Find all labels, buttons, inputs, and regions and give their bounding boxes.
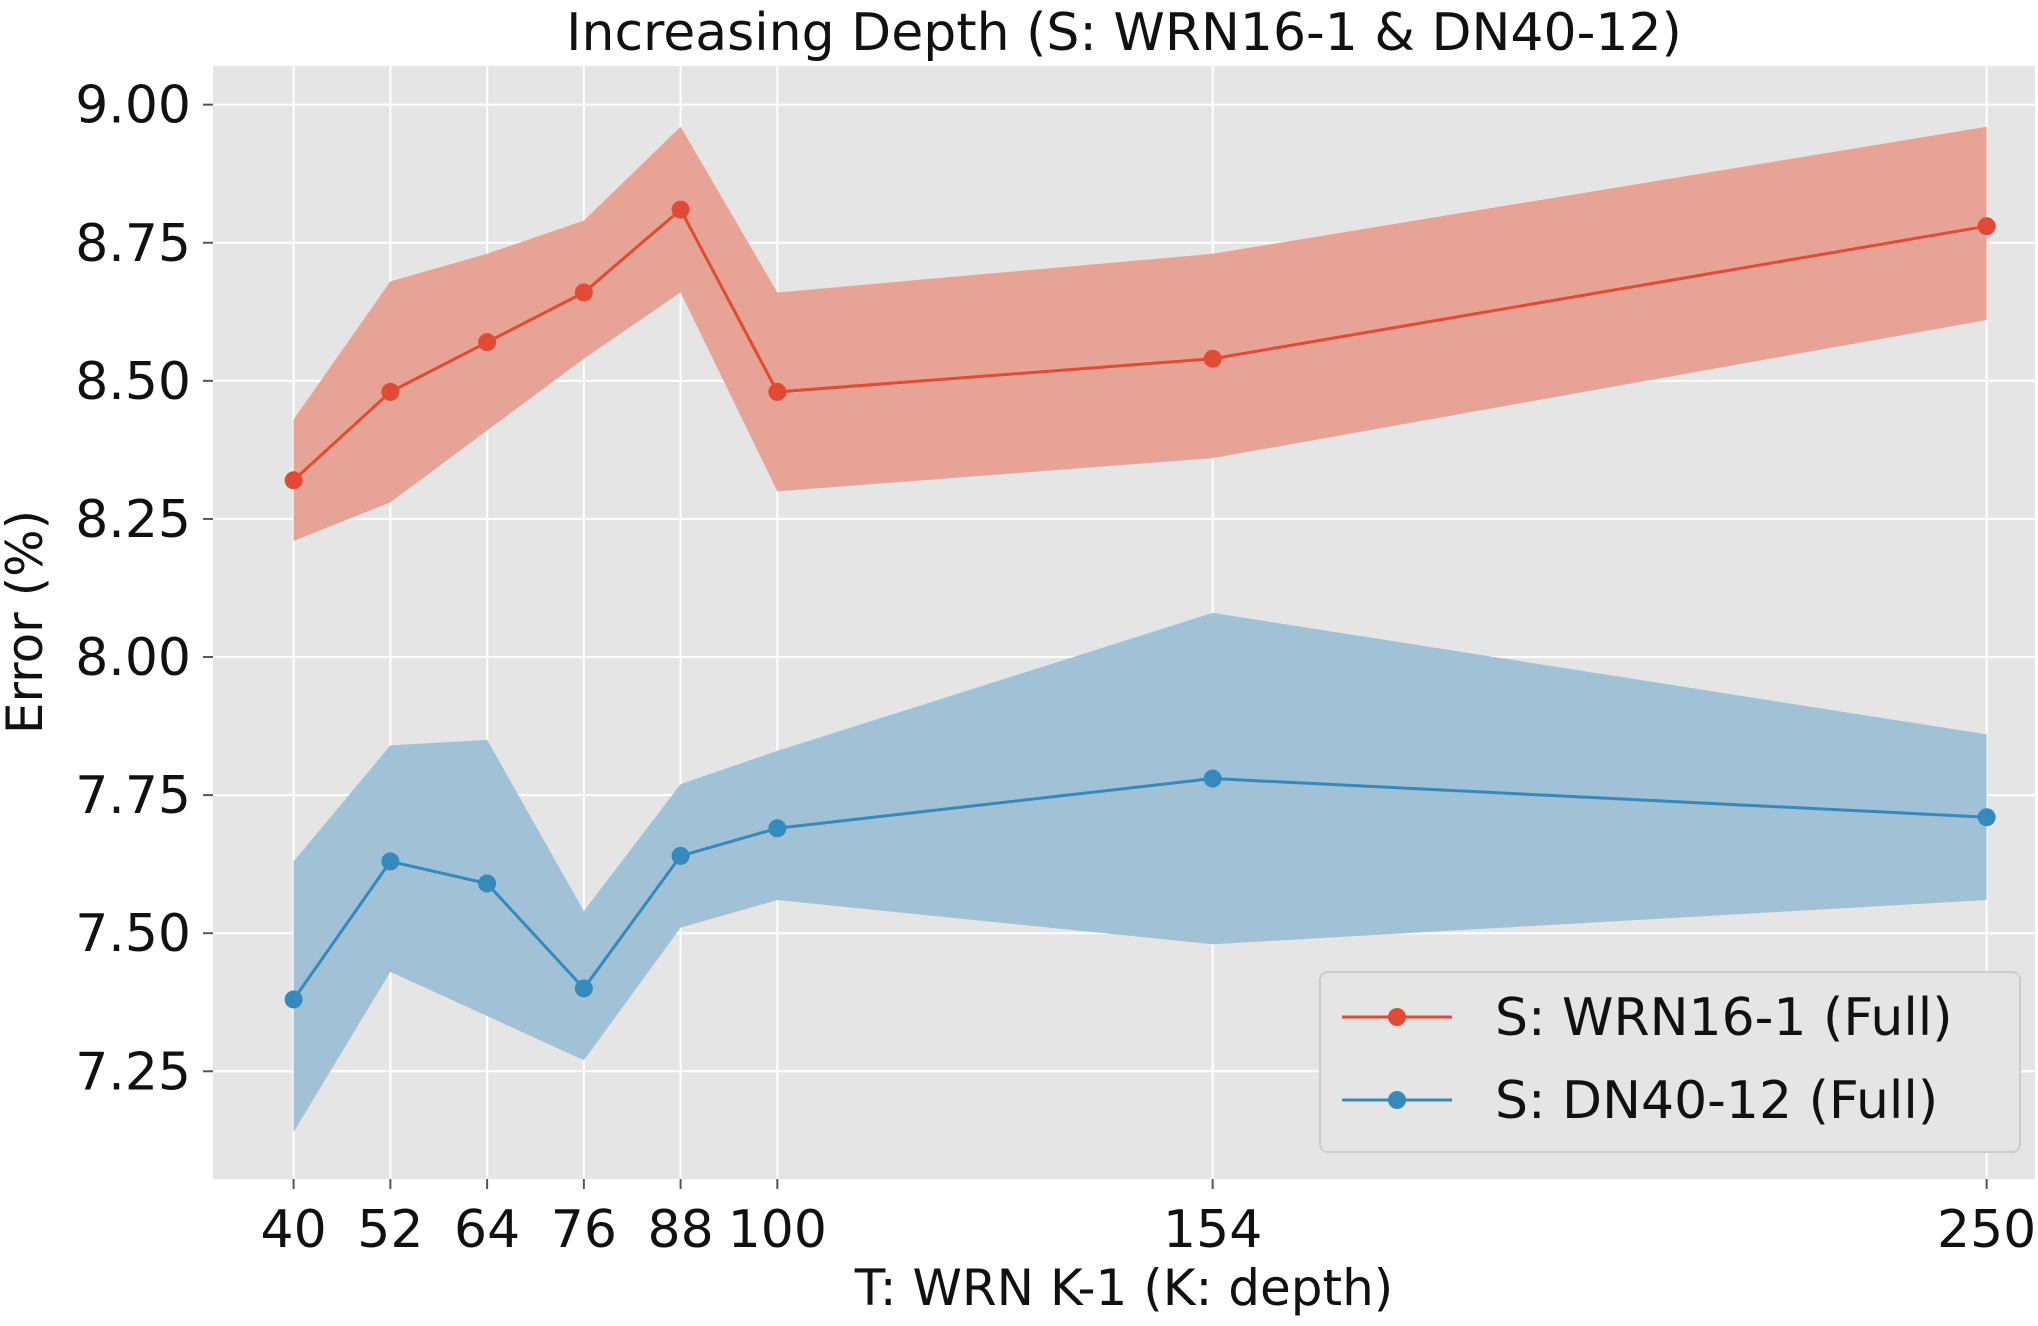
x-tick-label: 64 [454, 1200, 520, 1260]
data-point-series-1 [381, 382, 400, 401]
legend: S: WRN16-1 (Full) S: DN40-12 (Full) [1319, 971, 2021, 1153]
data-point-series-2 [1977, 808, 1996, 827]
y-tick-label: 8.00 [75, 628, 191, 688]
data-point-series-1 [768, 382, 787, 401]
data-point-series-2 [574, 979, 593, 998]
data-point-series-1 [1203, 349, 1222, 368]
x-axis-ticks: 40 52 64 76 88 100 154 250 [261, 1179, 2036, 1260]
y-axis-ticks: 7.25 7.50 7.75 8.00 8.25 8.50 8.75 9.00 [75, 76, 213, 1102]
y-tick-label: 7.25 [75, 1042, 191, 1102]
series-line-1 [292, 207, 1987, 482]
chart-title: Increasing Depth (S: WRN16-1 & DN40-12) [566, 3, 1682, 63]
series-points [284, 200, 1996, 1009]
y-tick-label: 7.75 [75, 766, 191, 826]
data-point-series-1 [671, 200, 690, 219]
y-tick-label: 8.75 [75, 214, 191, 274]
data-point-series-1 [1977, 217, 1996, 236]
x-tick-label: 250 [1937, 1200, 2036, 1260]
data-point-series-2 [478, 874, 497, 893]
confidence-band-series-2 [293, 612, 1987, 1133]
legend-marker-series-2 [1388, 1091, 1406, 1109]
x-tick-label: 100 [728, 1200, 827, 1260]
x-tick-label: 88 [648, 1200, 714, 1260]
data-point-series-2 [768, 819, 787, 838]
x-axis-title: T: WRN K-1 (K: depth) [854, 1259, 1394, 1317]
legend-marker-series-1 [1388, 1008, 1406, 1026]
y-tick-label: 8.25 [75, 490, 191, 550]
x-tick-label: 76 [551, 1200, 617, 1260]
series-line-2 [292, 777, 1987, 1001]
data-point-series-1 [478, 333, 497, 352]
legend-label-series-1: S: WRN16-1 (Full) [1495, 988, 1953, 1048]
legend-label-series-2: S: DN40-12 (Full) [1495, 1071, 1938, 1131]
data-point-series-1 [284, 471, 303, 490]
confidence-band-series-1 [293, 126, 1987, 542]
data-point-series-2 [284, 990, 303, 1009]
confidence-bands [293, 126, 1987, 1133]
legend-box [1319, 971, 2021, 1153]
data-point-series-2 [1203, 769, 1222, 788]
x-tick-label: 40 [261, 1200, 327, 1260]
x-tick-label: 154 [1163, 1200, 1262, 1260]
data-point-series-1 [574, 283, 593, 302]
y-tick-label: 9.00 [75, 76, 191, 136]
y-tick-label: 8.50 [75, 352, 191, 412]
data-point-series-2 [381, 852, 400, 871]
series-lines [292, 207, 1987, 1001]
y-tick-label: 7.50 [75, 904, 191, 964]
y-axis-title: Error (%) [0, 510, 54, 734]
data-point-series-2 [671, 846, 690, 865]
x-tick-label: 52 [357, 1200, 423, 1260]
